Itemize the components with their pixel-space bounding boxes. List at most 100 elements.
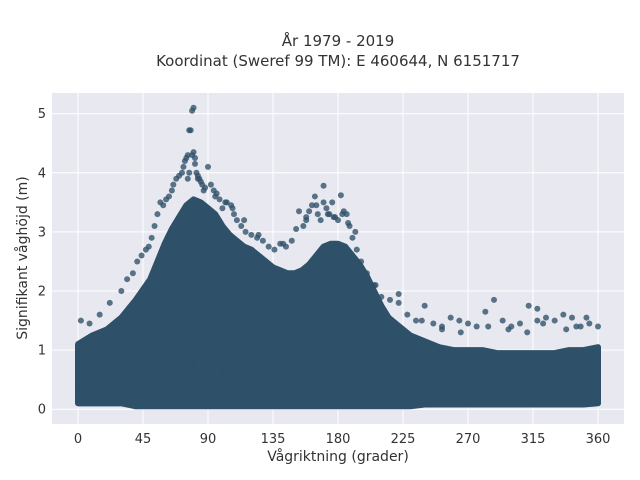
scatter-point bbox=[79, 347, 86, 354]
scatter-point bbox=[343, 211, 350, 218]
scatter-point bbox=[534, 317, 541, 324]
scatter-point bbox=[303, 217, 310, 224]
scatter-point bbox=[580, 388, 587, 395]
scatter-point bbox=[447, 314, 454, 321]
scatter-point bbox=[255, 231, 262, 238]
scatter-point bbox=[566, 385, 573, 392]
scatter-point bbox=[190, 361, 197, 368]
scatter-point bbox=[229, 205, 236, 212]
scatter-point bbox=[207, 181, 214, 188]
scatter-point bbox=[154, 211, 161, 218]
scatter-point bbox=[103, 379, 110, 386]
scatter-point bbox=[106, 299, 113, 306]
scatter-point bbox=[479, 385, 486, 392]
scatter-point bbox=[194, 175, 201, 182]
scatter-point bbox=[465, 388, 471, 395]
x-tick-label: 90 bbox=[200, 432, 217, 447]
scatter-point bbox=[404, 311, 411, 318]
scatter-point bbox=[378, 293, 385, 300]
scatter-point bbox=[265, 243, 272, 250]
scatter-point bbox=[238, 222, 245, 229]
y-tick-label: 4 bbox=[38, 166, 46, 181]
scatter-point bbox=[129, 270, 136, 277]
scatter-point bbox=[551, 317, 558, 324]
scatter-point bbox=[192, 160, 198, 167]
scatter-point bbox=[335, 217, 341, 224]
scatter-point bbox=[77, 317, 84, 324]
scatter-point bbox=[320, 199, 327, 206]
scatter-point bbox=[314, 211, 321, 218]
y-tick-label: 0 bbox=[38, 403, 46, 418]
scatter-point bbox=[457, 329, 464, 336]
scatter-point bbox=[271, 246, 278, 253]
scatter-point bbox=[125, 373, 132, 380]
scatter-point bbox=[413, 317, 419, 324]
scatter-point bbox=[86, 320, 93, 327]
scatter-point bbox=[363, 382, 370, 389]
scatter-point bbox=[148, 234, 155, 241]
scatter-point bbox=[241, 217, 248, 224]
scatter-point bbox=[184, 175, 191, 182]
scatter-point bbox=[233, 217, 240, 224]
scatter-point bbox=[161, 367, 168, 374]
scatter-point bbox=[296, 208, 302, 215]
x-tick-label: 360 bbox=[586, 432, 611, 447]
scatter-point bbox=[306, 376, 313, 383]
scatter-point bbox=[407, 388, 414, 395]
scatter-point bbox=[569, 314, 575, 321]
scatter-point bbox=[395, 290, 402, 297]
scatter-point bbox=[335, 376, 341, 383]
scatter-point bbox=[190, 149, 197, 156]
scatter-point bbox=[323, 205, 330, 212]
chart-title: År 1979 - 2019 bbox=[282, 31, 395, 50]
scatter-point bbox=[543, 314, 549, 321]
scatter-point bbox=[134, 258, 141, 265]
scatter-point bbox=[499, 317, 506, 324]
scatter-point bbox=[450, 388, 457, 395]
scatter-point bbox=[595, 323, 601, 330]
x-tick-label: 270 bbox=[456, 432, 481, 447]
x-tick-label: 0 bbox=[74, 432, 82, 447]
scatter-point bbox=[387, 296, 393, 303]
scatter-point bbox=[190, 104, 197, 111]
scatter-point bbox=[205, 364, 211, 371]
scatter-point bbox=[363, 270, 370, 277]
scatter-point bbox=[160, 202, 167, 209]
scatter-point bbox=[168, 187, 175, 194]
scatter-point bbox=[465, 320, 471, 327]
data-points bbox=[75, 104, 601, 410]
scatter-point bbox=[233, 370, 240, 377]
x-tick-label: 135 bbox=[261, 432, 286, 447]
scatter-point bbox=[262, 376, 269, 383]
scatter-point bbox=[349, 379, 356, 386]
dense-point-cloud bbox=[75, 196, 601, 410]
x-tick-label: 45 bbox=[135, 432, 152, 447]
scatter-point bbox=[147, 370, 154, 377]
scatter-point bbox=[293, 225, 300, 232]
scatter-point bbox=[517, 320, 523, 327]
scatter-point bbox=[248, 373, 255, 380]
scatter-point bbox=[176, 364, 183, 371]
scatter-point bbox=[320, 373, 327, 380]
y-tick-label: 3 bbox=[38, 225, 46, 240]
scatter-point bbox=[192, 155, 198, 162]
scatter-point bbox=[430, 320, 437, 327]
scatter-point bbox=[200, 187, 207, 194]
scatter-point bbox=[277, 376, 284, 383]
scatter-point bbox=[560, 311, 567, 318]
scatter-point bbox=[352, 228, 359, 235]
scatter-point bbox=[167, 234, 174, 241]
scatter-point bbox=[118, 288, 125, 295]
scatter-point bbox=[358, 258, 365, 265]
scatter-point bbox=[248, 231, 255, 238]
scatter-point bbox=[96, 311, 103, 318]
scatter-point bbox=[522, 385, 529, 392]
scatter-point bbox=[166, 193, 172, 200]
scatter-point bbox=[219, 367, 226, 374]
scatter-point bbox=[589, 388, 596, 395]
scatter-point bbox=[320, 182, 327, 189]
x-tick-label: 315 bbox=[521, 432, 546, 447]
scatter-point bbox=[170, 181, 177, 188]
